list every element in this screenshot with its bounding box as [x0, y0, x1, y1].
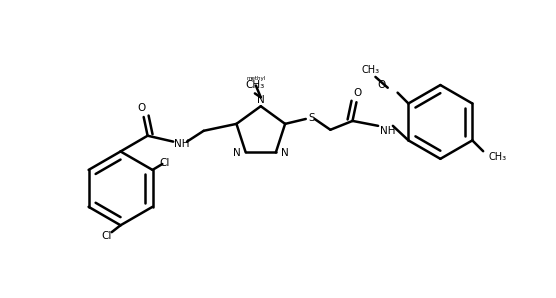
Text: NH: NH [174, 139, 190, 149]
Text: N: N [233, 148, 241, 159]
Text: O: O [378, 80, 386, 90]
Text: S: S [309, 113, 315, 123]
Text: NH: NH [380, 126, 396, 136]
Text: O: O [353, 89, 361, 98]
Text: CH₃: CH₃ [361, 65, 380, 74]
Text: CH₃: CH₃ [245, 80, 265, 90]
Text: CH₃: CH₃ [489, 152, 507, 162]
Text: Cl: Cl [160, 158, 170, 167]
Text: N: N [281, 148, 289, 159]
Text: O: O [137, 103, 145, 113]
Text: Cl: Cl [102, 231, 112, 241]
Text: N: N [257, 95, 265, 105]
Text: methyl: methyl [246, 76, 265, 81]
